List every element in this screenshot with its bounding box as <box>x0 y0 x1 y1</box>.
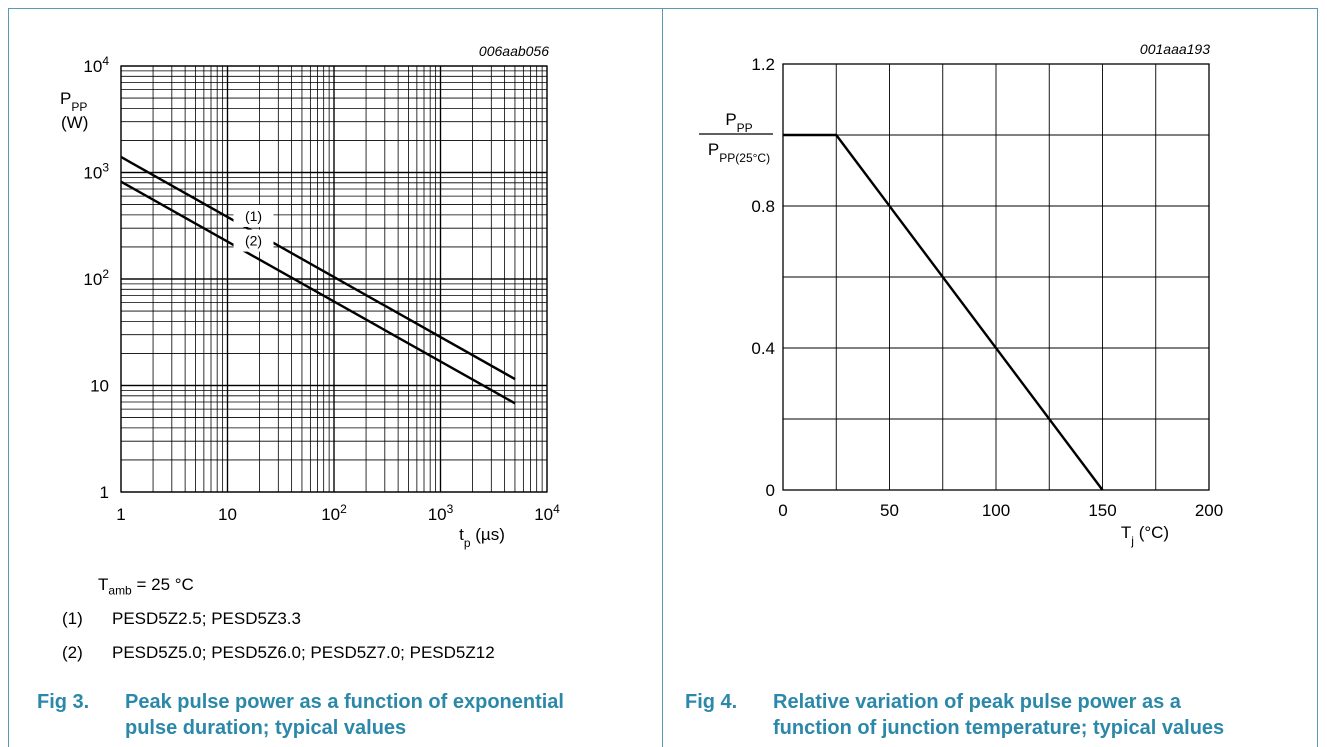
note-text: PESD5Z2.5; PESD5Z3.3 <box>112 609 301 628</box>
x-axis-label: Tj (°C) <box>1121 523 1169 548</box>
chart-fig4: 0 50 100 150 200 0 0.4 0.8 1.2 PPP PPP(25°C) Tj (°C… <box>697 41 1223 548</box>
y-tick-label: 1 <box>100 483 109 502</box>
x-tick-label: 104 <box>534 502 560 524</box>
frame-top-border <box>8 8 1318 9</box>
fig3-notes: Tamb = 25 °C (1) PESD5Z2.5; PESD5Z3.3 (2… <box>62 575 647 675</box>
series-label-bg <box>233 229 274 252</box>
plot-frame <box>782 63 1210 491</box>
series-label-bg <box>233 204 274 227</box>
series-line <box>120 180 516 405</box>
y-axis-label-denominator: PPP(25°C) <box>708 140 770 165</box>
y-axis-label-bg <box>697 100 781 176</box>
x-tick-label: 200 <box>1195 501 1223 520</box>
x-tick-label: 1 <box>116 505 125 524</box>
frame-divider <box>662 8 663 747</box>
note-text: PESD5Z5.0; PESD5Z6.0; PESD5Z7.0; PESD5Z1… <box>112 643 495 662</box>
y-tick-label: 0.4 <box>751 339 775 358</box>
series-line <box>120 155 516 381</box>
y-axis-label-numerator: PPP <box>725 110 752 135</box>
fig3-condition: Tamb = 25 °C <box>98 575 194 597</box>
plot-frame <box>120 65 548 493</box>
x-tick-label: 103 <box>428 502 454 524</box>
caption-line-2: pulse duration; typical values <box>125 717 407 739</box>
chart-fig3: 1 10 102 103 104 1 10 102 103 104 tp (µs) PPP(W) 006… <box>60 43 560 550</box>
x-tick-label: 10 <box>218 505 237 524</box>
y-axis-label: PPP <box>60 89 87 114</box>
fig4-caption: Fig 4. Relative variation of peak pulse … <box>685 689 1315 743</box>
series-line <box>783 133 1104 491</box>
y-tick-label: 0 <box>766 481 775 500</box>
frame-left-border <box>8 8 9 747</box>
y-tick-label: 102 <box>83 267 109 289</box>
x-tick-label: 102 <box>321 502 347 524</box>
caption-line-1: Relative variation of peak pulse power a… <box>773 691 1181 713</box>
condition-sub: amb <box>108 583 132 598</box>
y-tick-label: 10 <box>90 377 109 396</box>
caption-line-1: Peak pulse power as a function of expone… <box>125 691 564 713</box>
y-tick-label: 1.2 <box>751 55 775 74</box>
figure-code: 001aaa193 <box>1140 41 1210 57</box>
figure-code: 006aab056 <box>479 43 549 59</box>
y-tick-label: 0.8 <box>751 197 775 216</box>
frame-right-border <box>1317 8 1318 747</box>
x-tick-label: 100 <box>982 501 1010 520</box>
x-tick-label: 0 <box>778 501 787 520</box>
x-tick-label: 150 <box>1088 501 1116 520</box>
note-number: (1) <box>62 609 83 628</box>
condition-rest: = 25 °C <box>131 575 194 594</box>
figure-frame <box>8 8 1318 747</box>
x-axis-label: tp (µs) <box>459 525 505 550</box>
series-label: (1) <box>245 208 262 224</box>
y-tick-label: 103 <box>83 161 109 183</box>
x-tick-label: 50 <box>880 501 899 520</box>
fig3-caption: Fig 3. Peak pulse power as a function of… <box>37 689 647 743</box>
y-axis-unit: (W) <box>61 113 88 132</box>
caption-number: Fig 3. <box>37 691 90 713</box>
caption-number: Fig 4. <box>685 691 738 713</box>
series-label: (2) <box>245 233 262 249</box>
y-tick-label: 104 <box>83 54 109 76</box>
condition-main: T <box>98 575 109 594</box>
note-number: (2) <box>62 643 83 662</box>
caption-line-2: function of junction temperature; typica… <box>773 717 1225 739</box>
